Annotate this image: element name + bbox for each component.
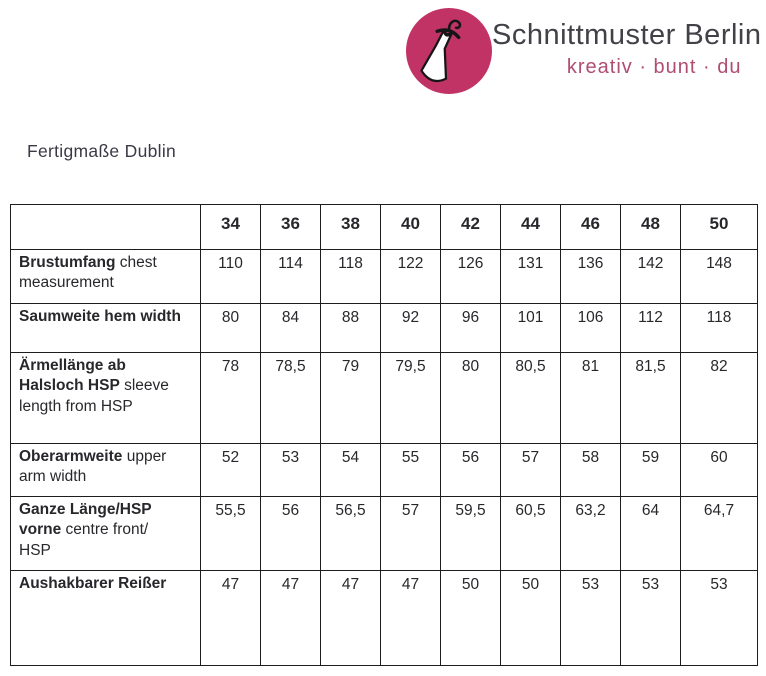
measurement-value: 101 [500,303,561,353]
label-english: upper arm width [19,448,167,486]
measurement-value: 60,5 [500,496,561,571]
measurement-value: 53 [260,443,321,497]
measurement-value: 131 [500,249,561,304]
corner-cell [10,204,201,250]
page-title: Fertigmaße Dublin [27,141,177,161]
measurement-value: 79,5 [380,352,441,444]
measurement-value: 56 [440,443,501,497]
measurement-value: 78,5 [260,352,321,444]
measurement-value: 84 [260,303,321,353]
measurement-value: 80,5 [500,352,561,444]
label-german: Saumweite [19,308,100,325]
dress-on-hanger-icon [406,8,492,94]
brand-header: Schnittmuster Berlin kreativ · bunt · du [406,6,761,102]
measurement-label: Ärmellänge ab Halsloch HSP sleeve length… [10,352,201,444]
measurement-value: 126 [440,249,501,304]
table-row: Ärmellänge ab Halsloch HSP sleeve length… [10,352,758,444]
measurement-value: 79 [320,352,381,444]
measurement-value: 60 [680,443,758,497]
size-column-header: 34 [200,204,261,250]
measurement-value: 81,5 [620,352,681,444]
label-german: Oberarmweite [19,448,123,465]
brand-tagline: kreativ · bunt · du [566,55,742,78]
label-english: chest measurement [19,254,157,292]
measurement-value: 54 [320,443,381,497]
measurement-value: 56,5 [320,496,381,571]
table-head: 34 36 38 40 42 44 46 48 50 [10,204,758,250]
measurement-value: 92 [380,303,441,353]
measurement-value: 148 [680,249,758,304]
measurement-value: 63,2 [560,496,621,571]
measurement-value: 47 [380,570,441,666]
label-german: Brustumfang [19,254,116,271]
label-english: centre front/ HSP [19,521,149,559]
brand-logo [406,8,492,94]
measurement-value: 53 [560,570,621,666]
label-german: Ärmellänge ab Halsloch HSP [19,357,126,395]
measurement-label: Oberarmweite upper arm width [10,443,201,497]
measurement-value: 64 [620,496,681,571]
measurement-label: Ganze Länge/HSP vorne centre front/ HSP [10,496,201,571]
size-column-header: 38 [320,204,381,250]
measurement-value: 58 [560,443,621,497]
table-body: Brustumfang chest measurement 110 114 118 12… [10,249,758,666]
measurement-value: 110 [200,249,261,304]
measurement-value: 122 [380,249,441,304]
measurement-value: 81 [560,352,621,444]
measurement-value: 53 [680,570,758,666]
measurement-value: 118 [320,249,381,304]
measurement-value: 106 [560,303,621,353]
measurement-value: 56 [260,496,321,571]
measurement-value: 50 [440,570,501,666]
label-english: hem width [104,308,181,325]
size-column-header: 46 [560,204,621,250]
table-row: Oberarmweite upper arm width 52 53 54 55 56 57… [10,443,758,497]
header-row: 34 36 38 40 42 44 46 48 50 [10,204,758,250]
measurement-value: 57 [500,443,561,497]
measurement-value: 47 [320,570,381,666]
measurement-value: 136 [560,249,621,304]
measurement-value: 52 [200,443,261,497]
size-column-header: 36 [260,204,321,250]
size-column-header: 42 [440,204,501,250]
measurement-value: 80 [440,352,501,444]
size-column-header: 48 [620,204,681,250]
measurement-label: Saumweite hem width [10,303,201,353]
table-row: Aushakbarer Reißer 47 47 47 47 50 50 53 53 53 [10,570,758,666]
table-row: Brustumfang chest measurement 110 114 118 12… [10,249,758,304]
measurement-value: 59,5 [440,496,501,571]
measurement-value: 88 [320,303,381,353]
measurement-value: 112 [620,303,681,353]
label-english: sleeve length from HSP [19,377,169,415]
brand-text-block: Schnittmuster Berlin kreativ · bunt · du [492,6,762,79]
measurement-value: 55 [380,443,441,497]
measurement-value: 64,7 [680,496,758,571]
measurement-value: 118 [680,303,758,353]
measurement-value: 53 [620,570,681,666]
size-column-header: 40 [380,204,441,250]
measurement-value: 142 [620,249,681,304]
measurement-label: Aushakbarer Reißer [10,570,201,666]
measurement-value: 50 [500,570,561,666]
measurement-value: 78 [200,352,261,444]
measurement-value: 96 [440,303,501,353]
label-german: Ganze Länge/HSP vorne [19,501,152,539]
size-column-header: 44 [500,204,561,250]
table-row: Ganze Länge/HSP vorne centre front/ HSP 5… [10,496,758,571]
brand-name: Schnittmuster Berlin [492,19,762,51]
measurement-value: 57 [380,496,441,571]
measurement-value: 114 [260,249,321,304]
label-german: Aushakbarer Reißer [19,575,167,592]
measurement-value: 82 [680,352,758,444]
size-column-header: 50 [680,204,758,250]
measurement-value: 47 [200,570,261,666]
table-row: Saumweite hem width 80 84 88 92 96 101 106 112 11… [10,303,758,353]
measurement-value: 80 [200,303,261,353]
measurement-value: 59 [620,443,681,497]
measurement-value: 47 [260,570,321,666]
measurement-value: 55,5 [200,496,261,571]
size-table: 34 36 38 40 42 44 46 48 50 Brustumfang chest mea… [10,204,758,666]
measurement-label: Brustumfang chest measurement [10,249,201,304]
